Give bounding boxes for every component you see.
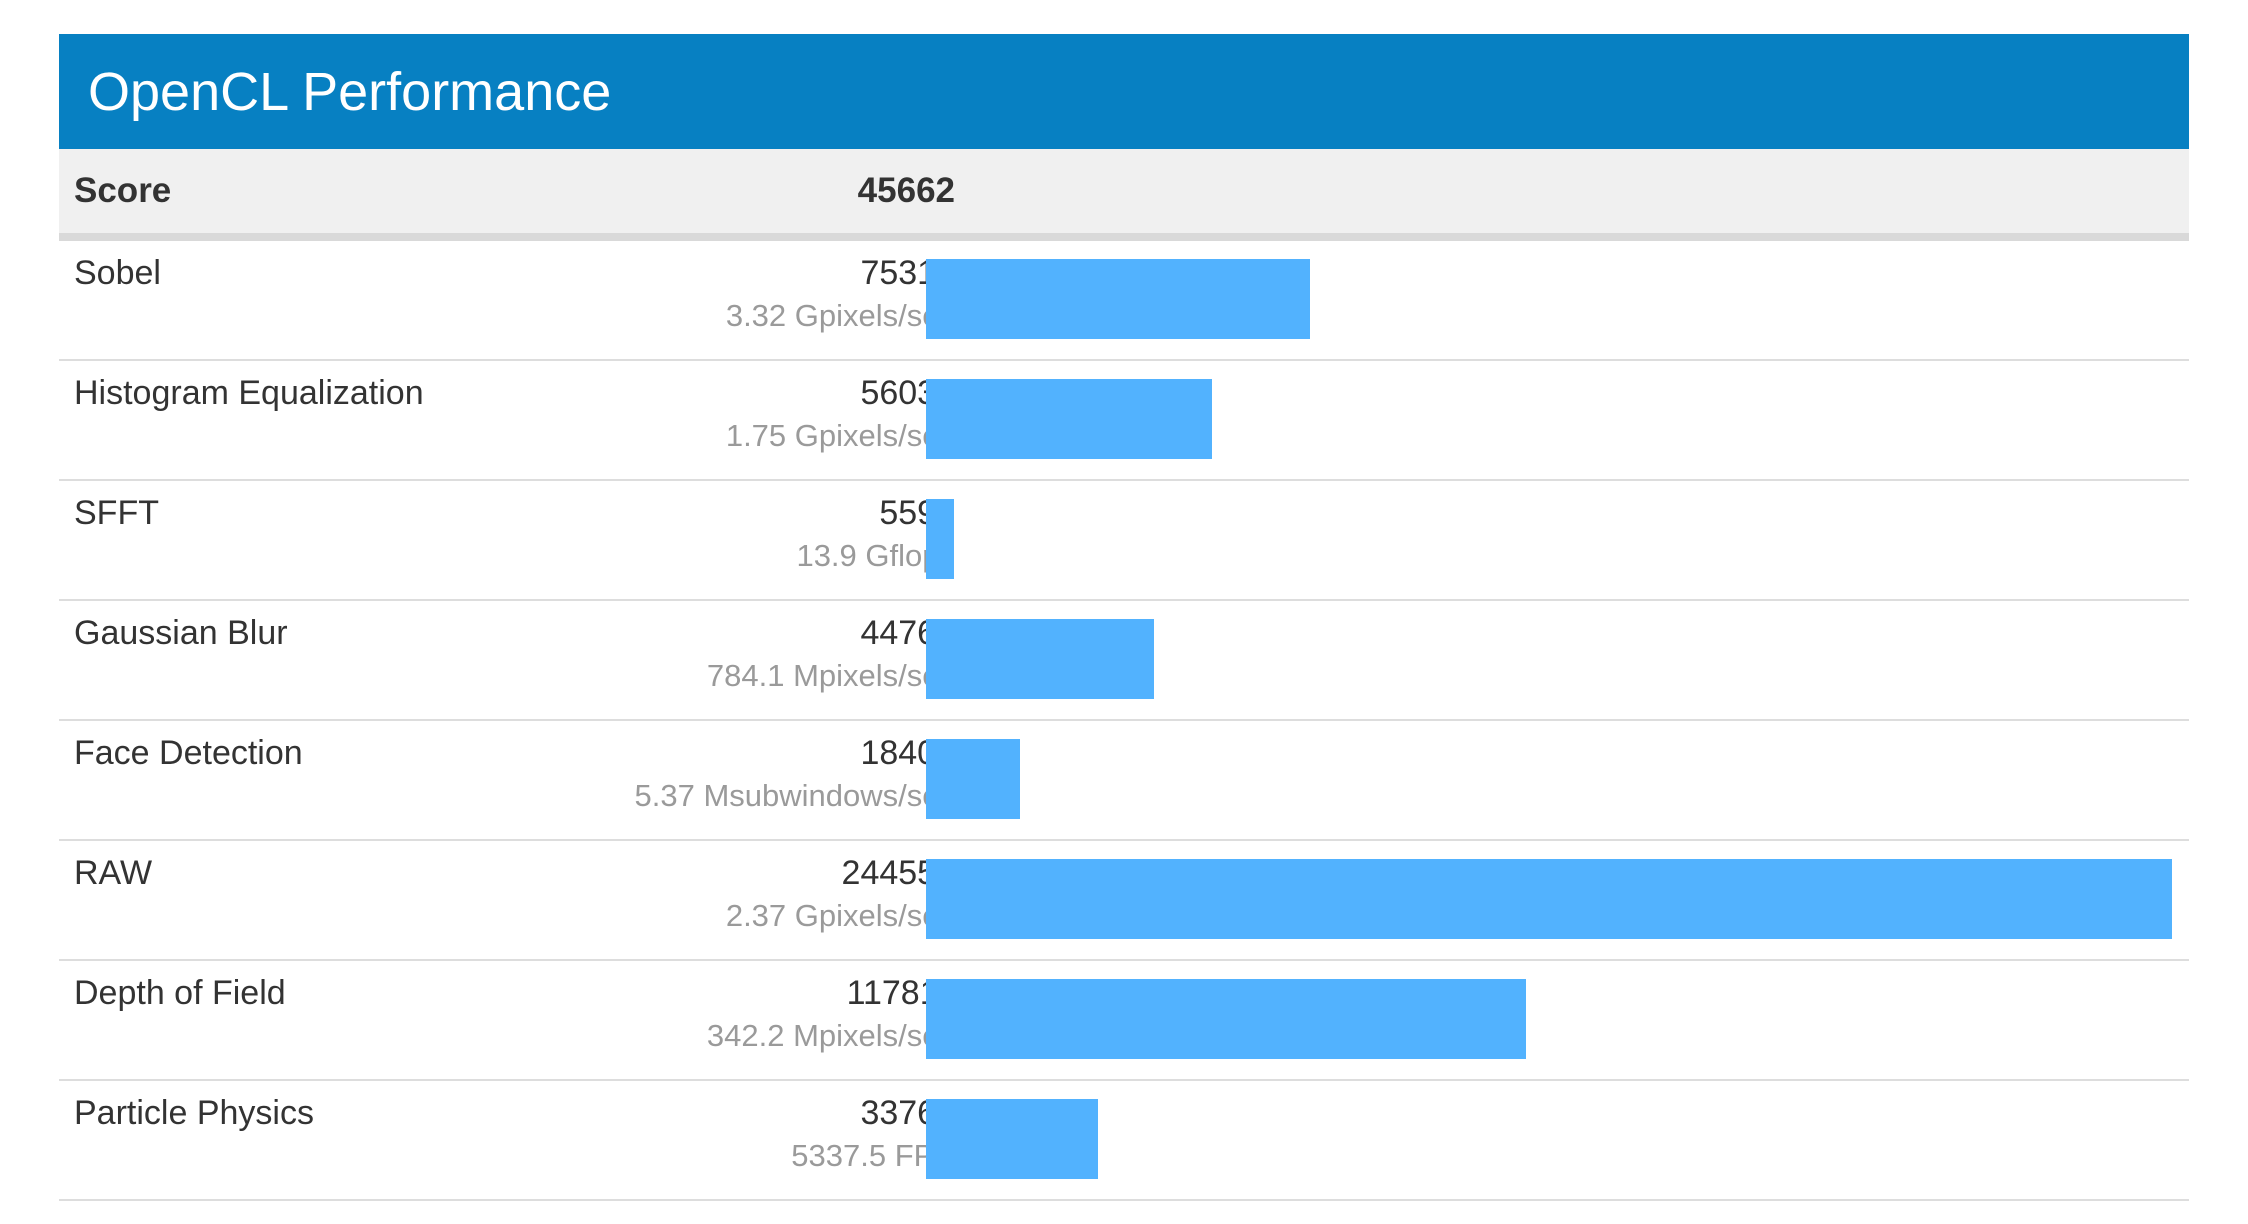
benchmark-rate: 5.37 Msubwindows/sec: [634, 778, 956, 813]
score-value: 45662: [857, 171, 955, 210]
benchmark-name: Particle Physics: [74, 1094, 314, 1132]
panel-header: OpenCL Performance: [59, 34, 2189, 149]
benchmark-rate: 342.2 Mpixels/sec: [706, 1018, 955, 1053]
panel-title: OpenCL Performance: [88, 61, 612, 122]
benchmark-row: Depth of Field 117811 342.2 Mpixels/sec: [59, 961, 2189, 1081]
benchmark-bar: [926, 1099, 1098, 1179]
benchmark-bar: [926, 259, 1310, 339]
benchmark-name: Histogram Equalization: [74, 374, 424, 412]
benchmark-bar: [926, 619, 1154, 699]
benchmark-name: Sobel: [74, 254, 161, 292]
benchmark-name: Face Detection: [74, 734, 303, 772]
benchmark-rate: 3.32 Gpixels/sec: [725, 298, 955, 333]
benchmark-bar: [926, 859, 2172, 939]
benchmark-row: Sobel 75313 3.32 Gpixels/sec: [59, 241, 2189, 361]
benchmark-row: Histogram Equalization 56036 1.75 Gpixels/…: [59, 361, 2189, 481]
benchmark-bar: [926, 979, 1526, 1059]
benchmark-row: SFFT 5590 13.9 Gflops: [59, 481, 2189, 601]
benchmark-row: Particle Physics 33763 5337.5 FPS: [59, 1081, 2189, 1201]
benchmark-bar: [926, 379, 1212, 459]
benchmark-row: Face Detection 18402 5.37 Msubwindows/sec: [59, 721, 2189, 841]
score-row: Score 45662: [59, 149, 2189, 241]
benchmark-row: RAW 244554 2.37 Gpixels/sec: [59, 841, 2189, 961]
benchmark-row: Gaussian Blur 44760 784.1 Mpixels/sec: [59, 601, 2189, 721]
benchmark-bar: [926, 739, 1020, 819]
benchmark-rate: 2.37 Gpixels/sec: [725, 898, 955, 933]
benchmark-bar: [926, 499, 954, 579]
benchmark-list: Sobel 75313 3.32 Gpixels/sec Histogram Equa…: [59, 241, 2189, 1201]
benchmark-name: SFFT: [74, 494, 159, 532]
score-label: Score: [74, 171, 172, 210]
benchmark-name: Depth of Field: [74, 974, 286, 1012]
benchmark-name: Gaussian Blur: [74, 614, 288, 652]
benchmark-rate: 1.75 Gpixels/sec: [725, 418, 955, 453]
benchmark-name: RAW: [74, 854, 153, 892]
opencl-performance-panel: OpenCL Performance Score 45662 Sobel 7531…: [59, 34, 2189, 1201]
benchmark-rate: 784.1 Mpixels/sec: [706, 658, 955, 693]
